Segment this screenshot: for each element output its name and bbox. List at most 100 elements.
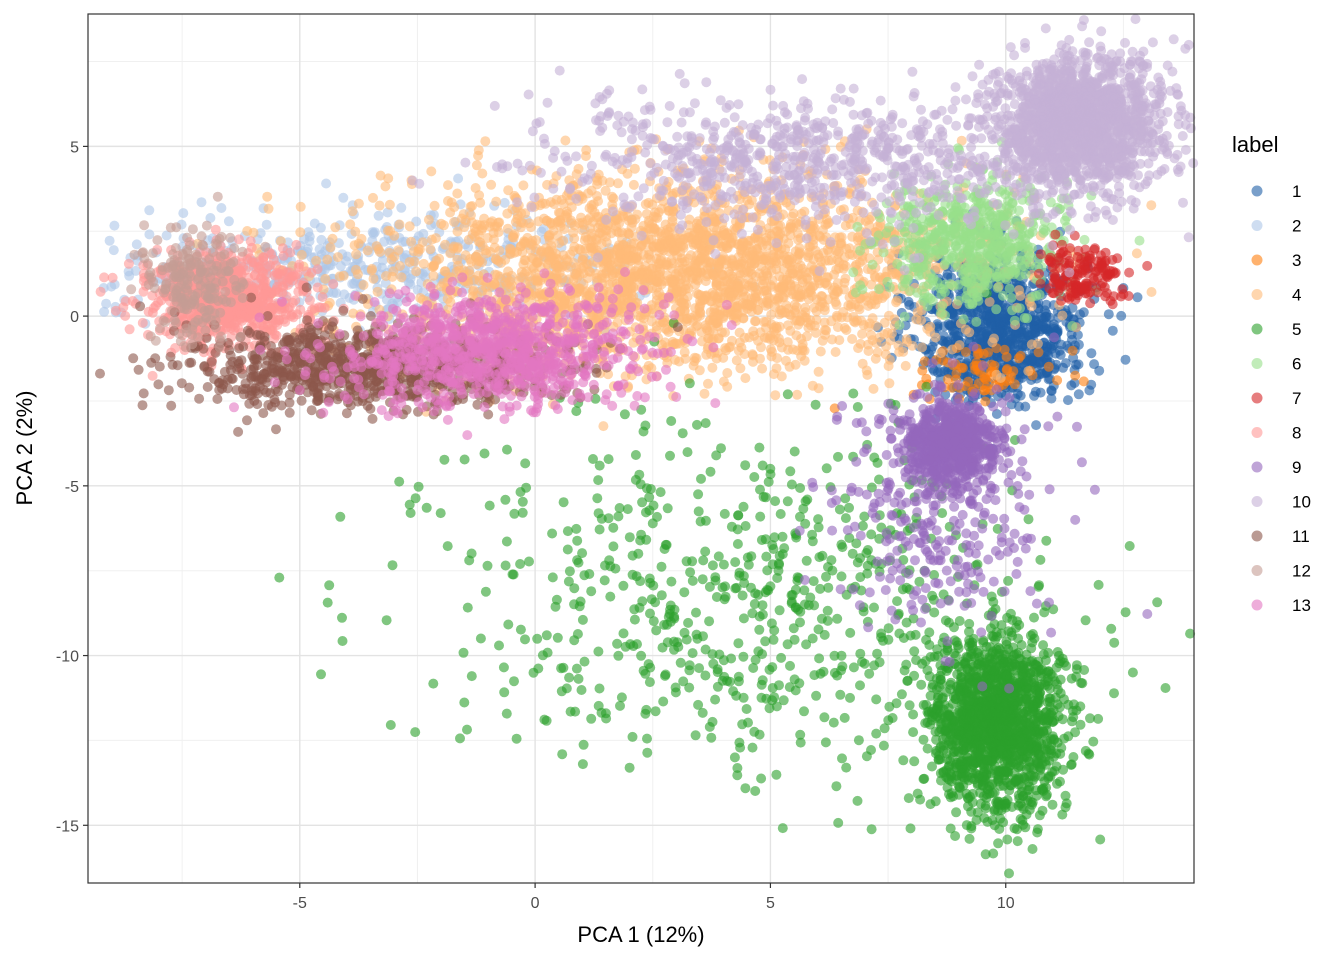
data-point xyxy=(830,347,841,357)
data-point xyxy=(652,282,662,293)
data-point xyxy=(1030,315,1041,326)
data-point xyxy=(1086,348,1097,359)
data-point xyxy=(473,150,484,161)
data-point xyxy=(853,232,863,243)
data-point xyxy=(703,378,713,389)
data-point xyxy=(991,409,1002,419)
data-point xyxy=(791,218,802,229)
data-point xyxy=(1103,309,1114,320)
data-point xyxy=(1048,319,1059,330)
data-point xyxy=(927,341,938,352)
data-point xyxy=(689,352,700,363)
data-point xyxy=(1046,385,1057,396)
data-point xyxy=(831,264,842,275)
data-point xyxy=(386,254,397,265)
data-point xyxy=(742,303,753,314)
data-point xyxy=(1095,834,1106,845)
data-point xyxy=(491,196,502,207)
data-point xyxy=(596,238,607,249)
data-point xyxy=(964,618,975,629)
data-point xyxy=(1067,716,1077,727)
data-point xyxy=(690,238,701,249)
data-point xyxy=(626,222,637,233)
data-point xyxy=(816,256,827,267)
data-point xyxy=(680,314,691,325)
data-point xyxy=(491,254,502,265)
data-point xyxy=(368,228,379,239)
data-point xyxy=(1063,395,1073,406)
data-point xyxy=(108,245,119,256)
data-point xyxy=(902,337,912,348)
data-point xyxy=(617,227,627,238)
data-point xyxy=(954,340,965,351)
data-point xyxy=(1132,292,1143,303)
data-point xyxy=(880,349,891,360)
data-point xyxy=(1131,248,1142,259)
data-point xyxy=(721,241,732,251)
data-point xyxy=(545,218,556,229)
data-point xyxy=(545,252,556,263)
data-point xyxy=(935,367,946,377)
data-point xyxy=(371,241,382,252)
data-point xyxy=(774,333,784,344)
data-point xyxy=(815,346,826,357)
data-point xyxy=(452,188,463,199)
data-point xyxy=(494,245,505,256)
data-point xyxy=(216,203,227,213)
data-point xyxy=(223,216,234,227)
data-point xyxy=(797,342,808,353)
data-point xyxy=(690,262,701,273)
data-point xyxy=(930,332,941,343)
data-point xyxy=(771,363,782,374)
data-point xyxy=(911,314,922,325)
data-point xyxy=(748,326,759,337)
data-point xyxy=(1023,366,1034,377)
data-point xyxy=(486,179,497,190)
data-point xyxy=(373,210,384,221)
data-point xyxy=(849,316,859,327)
data-point xyxy=(644,218,655,229)
data-point xyxy=(1047,767,1058,777)
data-point xyxy=(144,205,155,216)
data-point xyxy=(750,316,761,327)
data-point xyxy=(295,227,306,238)
data-point xyxy=(694,365,705,376)
data-point xyxy=(794,248,805,259)
data-point xyxy=(1120,354,1131,365)
data-point xyxy=(527,252,537,263)
data-point xyxy=(868,383,879,394)
data-point xyxy=(144,229,155,240)
data-point xyxy=(562,256,573,266)
data-point xyxy=(935,348,946,359)
data-point xyxy=(448,243,459,254)
data-point xyxy=(736,342,747,353)
data-point xyxy=(766,319,777,330)
data-point xyxy=(1009,343,1020,354)
data-point xyxy=(695,296,705,306)
data-point xyxy=(679,347,690,358)
data-point xyxy=(396,202,407,213)
data-point xyxy=(428,270,439,281)
data-point xyxy=(439,266,450,277)
data-point xyxy=(989,333,999,344)
data-point xyxy=(1116,310,1127,321)
data-point xyxy=(740,373,751,384)
data-point xyxy=(655,255,666,266)
data-point xyxy=(322,254,333,265)
data-point xyxy=(438,220,449,231)
data-point xyxy=(964,327,975,338)
data-point xyxy=(770,390,781,401)
data-point xyxy=(1070,370,1081,381)
data-point xyxy=(311,255,322,266)
data-point xyxy=(898,755,909,766)
data-point xyxy=(583,188,594,199)
data-point xyxy=(1067,334,1077,345)
data-point xyxy=(1031,420,1042,431)
data-point xyxy=(452,226,463,237)
data-point xyxy=(315,222,326,233)
data-point xyxy=(1060,358,1071,369)
data-point xyxy=(131,239,142,250)
data-point xyxy=(1015,390,1026,401)
data-point xyxy=(263,203,274,214)
data-point xyxy=(347,206,358,217)
